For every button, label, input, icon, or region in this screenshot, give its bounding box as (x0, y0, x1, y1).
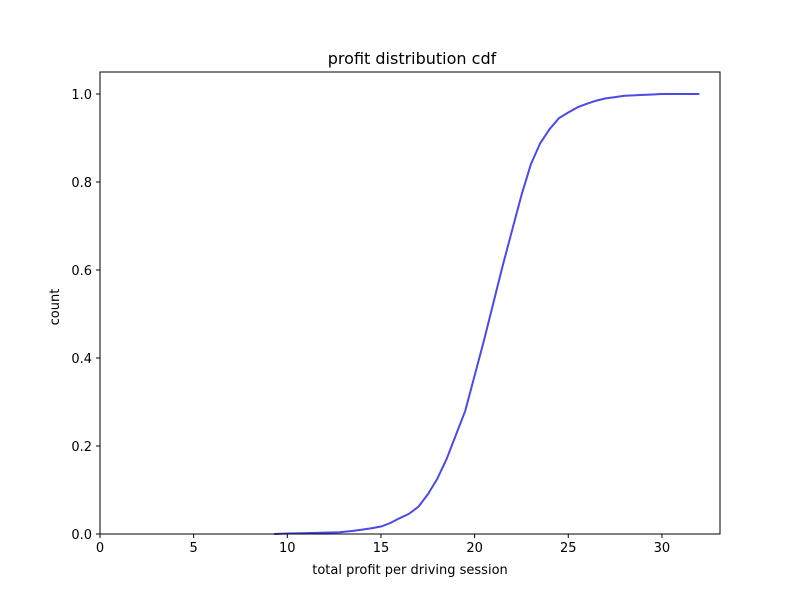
x-tick-label: 30 (654, 541, 671, 556)
x-tick-label: 5 (190, 541, 198, 556)
y-tick-label: 1.0 (71, 88, 92, 103)
x-tick-label: 15 (373, 541, 390, 556)
x-tick-label: 20 (466, 541, 483, 556)
y-tick-label: 0.6 (71, 264, 92, 279)
y-tick-label: 0.0 (71, 528, 92, 543)
x-axis-label: total profit per driving session (312, 563, 508, 578)
series-layer (274, 93, 700, 535)
x-tick-label: 10 (279, 541, 296, 556)
y-axis-label: count (48, 289, 63, 326)
cdf-series-line (274, 93, 700, 535)
y-tick-label: 0.2 (71, 440, 92, 455)
y-tick-label: 0.4 (71, 352, 92, 367)
chart-title: profit distribution cdf (328, 49, 497, 68)
x-axis-ticks: 0 5 10 15 20 25 30 (96, 534, 670, 556)
plot-frame (99, 71, 721, 535)
y-axis-ticks: 0.0 0.2 0.4 0.6 0.8 1.0 (71, 88, 100, 543)
x-tick-label: 25 (560, 541, 577, 556)
x-tick-label: 0 (96, 541, 104, 556)
y-tick-label: 0.8 (71, 176, 92, 191)
